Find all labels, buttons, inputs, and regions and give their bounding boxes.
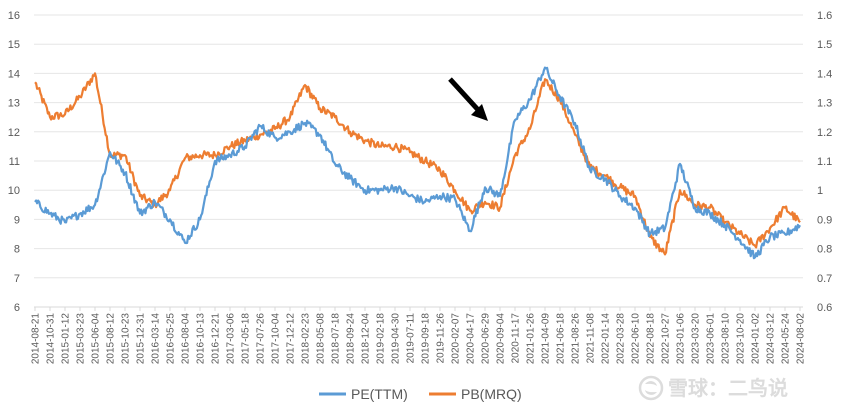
left-tick-label: 11 <box>9 156 20 168</box>
x-tick-label: 2022-06-10 <box>631 313 642 365</box>
x-tick-label: 2018-09-24 <box>346 313 357 365</box>
annotations <box>448 77 488 122</box>
x-tick-label: 2022-01-14 <box>601 313 612 365</box>
x-tick-label: 2015-10-23 <box>121 313 132 365</box>
x-tick-label: 2020-11-17 <box>511 313 522 364</box>
right-tick-label: 1.2 <box>817 127 832 139</box>
left-tick-label: 14 <box>8 68 20 80</box>
legend: PE(TTM) PB(MRQ) <box>319 386 522 402</box>
x-tick-label: 2015-12-31 <box>136 313 147 365</box>
x-tick-label: 2017-05-18 <box>241 313 252 365</box>
left-tick-label: 10 <box>8 185 20 197</box>
x-tick-label: 2024-05-24 <box>781 313 792 365</box>
x-tick-label: 2018-02-23 <box>301 313 312 365</box>
left-tick-label: 15 <box>8 39 20 51</box>
x-tick-label: 2017-03-06 <box>226 313 237 365</box>
legend-label-pb: PB(MRQ) <box>461 386 522 402</box>
watermark-text: 雪球：二鸟说 <box>668 376 788 400</box>
x-axis-ticks: 2014-08-21 2014-10-31 2015-01-12 2015-03-23… <box>31 307 807 364</box>
legend-label-pe: PE(TTM) <box>351 386 408 402</box>
x-tick-label: 2024-08-02 <box>796 313 807 365</box>
x-tick-label: 2016-03-14 <box>151 313 162 365</box>
x-tick-label: 2021-01-26 <box>526 313 537 365</box>
x-tick-label: 2015-08-12 <box>106 313 117 365</box>
x-tick-label: 2017-10-04 <box>271 313 282 365</box>
left-tick-label: 6 <box>14 302 20 314</box>
left-y-axis: 6 7 8 9 10 11 12 13 14 15 16 <box>8 10 20 314</box>
x-tick-label: 2021-04-09 <box>541 313 552 365</box>
x-tick-label: 2018-12-04 <box>361 313 372 365</box>
x-tick-label: 2019-07-11 <box>406 313 417 364</box>
x-tick-label: 2015-03-23 <box>76 313 87 365</box>
left-tick-label: 16 <box>8 10 20 22</box>
arrow-shaft <box>448 77 483 115</box>
x-tick-label: 2020-09-04 <box>496 313 507 365</box>
watermark: 雪球：二鸟说 <box>638 375 788 401</box>
x-tick-label: 2018-05-08 <box>316 313 327 365</box>
x-tick-label: 2016-05-25 <box>166 313 177 365</box>
x-tick-label: 2016-10-13 <box>196 313 207 365</box>
right-tick-label: 1.5 <box>817 39 832 51</box>
right-tick-label: 1.6 <box>817 10 832 22</box>
x-tick-label: 2020-06-29 <box>481 313 492 365</box>
left-tick-label: 7 <box>14 273 20 285</box>
left-tick-label: 13 <box>8 98 20 110</box>
x-tick-label: 2014-08-21 <box>31 313 42 365</box>
left-tick-label: 9 <box>14 214 20 226</box>
x-tick-label: 2016-12-21 <box>211 313 222 365</box>
x-tick-label: 2023-06-01 <box>706 313 717 365</box>
x-tick-label: 2020-04-17 <box>466 313 477 365</box>
right-tick-label: 1.4 <box>817 68 832 80</box>
series-lines <box>34 66 801 260</box>
right-tick-label: 1.3 <box>817 98 832 110</box>
right-tick-label: 0.9 <box>817 214 832 226</box>
x-tick-label: 2017-07-26 <box>256 313 267 365</box>
right-tick-label: 1 <box>817 185 823 197</box>
series-line-pb <box>34 72 801 256</box>
x-tick-label: 2016-08-04 <box>181 313 192 365</box>
x-tick-label: 2023-03-20 <box>691 313 702 365</box>
x-tick-label: 2018-07-18 <box>331 313 342 365</box>
series-line-pe <box>34 66 801 260</box>
left-tick-label: 12 <box>8 127 20 139</box>
x-tick-label: 2024-01-02 <box>751 313 762 365</box>
x-tick-label: 2024-03-12 <box>766 313 777 365</box>
right-tick-label: 1.1 <box>817 156 832 168</box>
arrow-head <box>471 104 488 122</box>
gridlines <box>34 14 803 279</box>
right-tick-label: 0.7 <box>817 273 832 285</box>
x-tick-label: 2019-04-30 <box>391 313 402 365</box>
x-tick-label: 2020-02-07 <box>451 313 462 365</box>
x-tick-label: 2023-08-10 <box>721 313 732 365</box>
x-tick-label: 2019-11-26 <box>436 313 447 364</box>
right-tick-label: 0.8 <box>817 244 832 256</box>
x-tick-label: 2023-01-06 <box>676 313 687 365</box>
x-tick-label: 2022-10-27 <box>661 313 672 365</box>
x-tick-label: 2022-08-18 <box>646 313 657 365</box>
x-tick-label: 2021-08-26 <box>571 313 582 365</box>
x-tick-label: 2021-06-18 <box>556 313 567 365</box>
x-tick-label: 2021-11-08 <box>586 313 597 364</box>
x-tick-label: 2017-12-12 <box>286 313 297 365</box>
x-tick-label: 2015-06-04 <box>91 313 102 365</box>
snowball-logo-icon <box>638 375 664 401</box>
x-tick-label: 2014-10-31 <box>46 313 57 365</box>
x-tick-label: 2022-03-28 <box>616 313 627 365</box>
right-y-axis: 0.6 0.7 0.8 0.9 1 1.1 1.2 1.3 1.4 1.5 1.6 <box>817 10 832 314</box>
x-tick-label: 2015-01-12 <box>61 313 72 365</box>
x-tick-label: 2023-10-20 <box>736 313 747 365</box>
left-tick-label: 8 <box>14 244 20 256</box>
right-tick-label: 0.6 <box>817 302 832 314</box>
x-tick-label: 2019-02-18 <box>376 313 387 365</box>
x-tick-label: 2019-09-18 <box>421 313 432 365</box>
